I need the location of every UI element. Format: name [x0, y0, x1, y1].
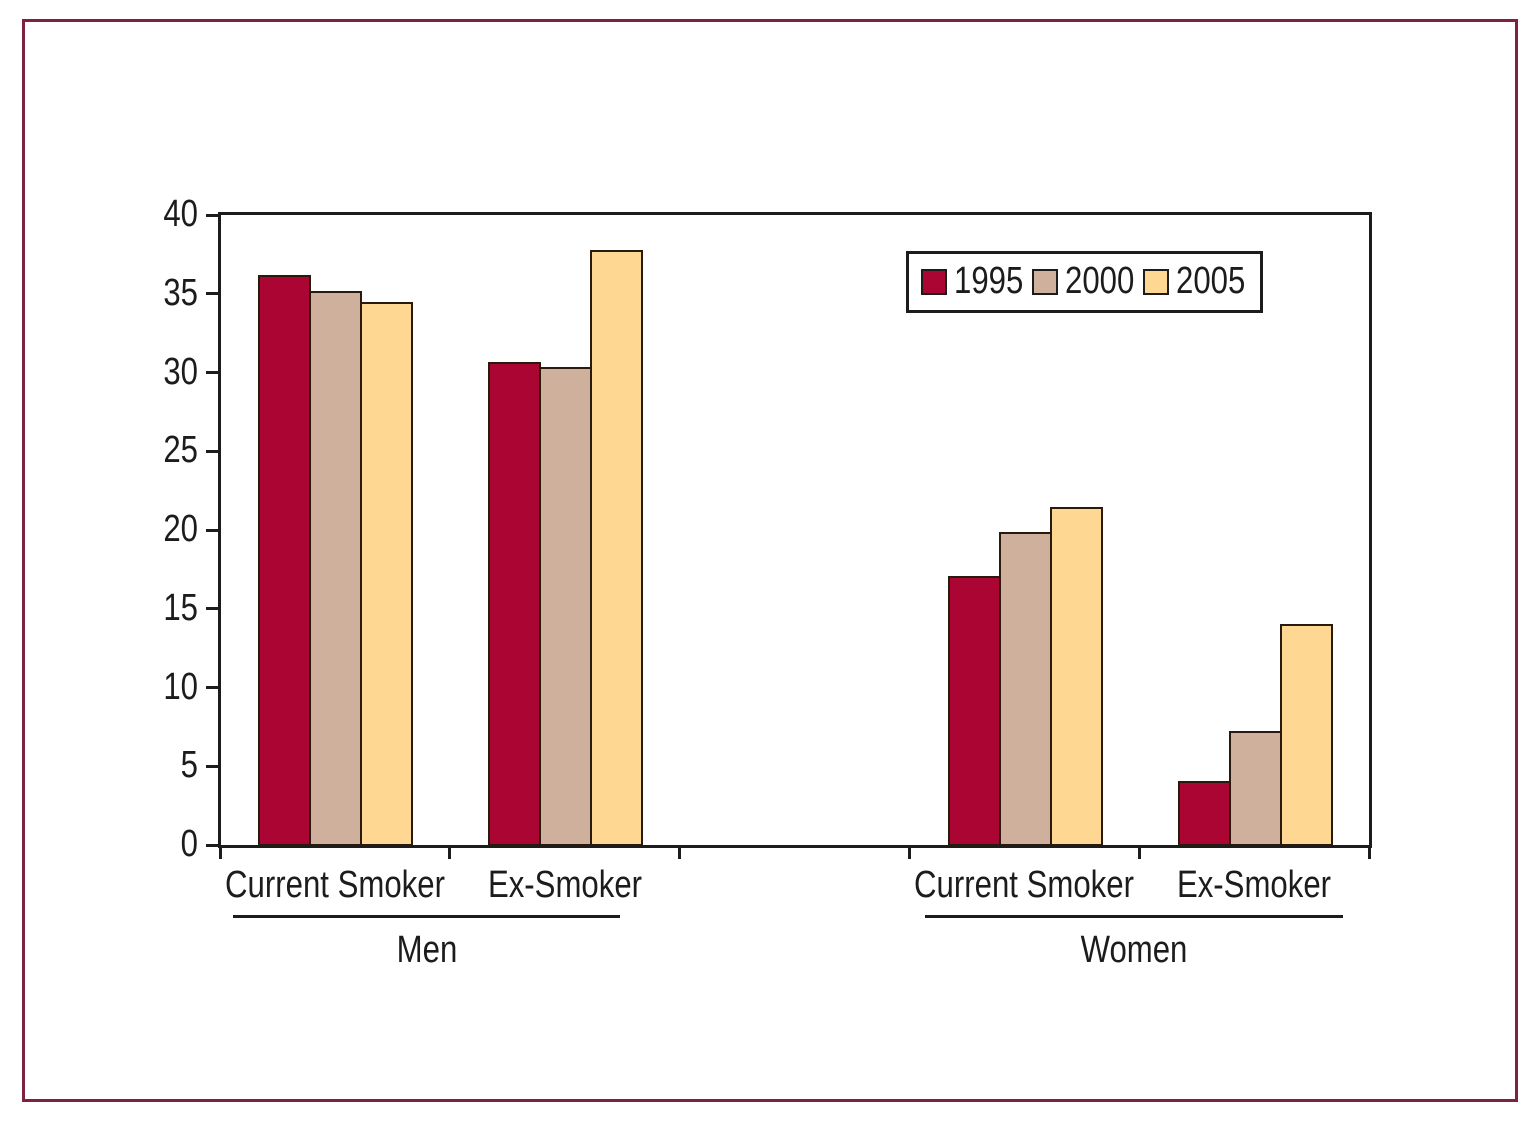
bar-2005-ex-smoker-group-men [590, 250, 644, 846]
legend-swatch-2000 [1032, 268, 1058, 295]
y-axis-tick-label: 0 [180, 823, 198, 865]
category-label: Ex-Smoker [1177, 864, 1332, 906]
section-underline [925, 915, 1343, 918]
y-axis-tick [206, 213, 220, 217]
y-axis-tick-label: 35 [163, 271, 198, 314]
y-axis-tick-label: 20 [163, 508, 198, 550]
x-axis-tick [1367, 846, 1371, 859]
y-axis-tick [206, 449, 220, 453]
category-label: Current Smoker [224, 864, 445, 906]
y-axis-tick [206, 764, 220, 768]
bar-1995-ex-smoker-group-men [488, 362, 542, 846]
legend: 1995 2000 2005 [906, 251, 1263, 313]
legend-item-2005: 2005 [1143, 260, 1248, 303]
y-axis-tick-label: 15 [163, 586, 198, 629]
x-axis-tick [678, 846, 682, 859]
category-label: Current Smoker [914, 864, 1135, 906]
bar-1995-ex-smoker-group-women [1177, 781, 1231, 846]
section-underline [233, 915, 620, 918]
bar-2000-ex-smoker-group-women [1228, 730, 1282, 846]
x-axis-tick [907, 846, 911, 859]
legend-swatch-2005 [1143, 268, 1169, 295]
section-label: Women [1080, 929, 1188, 971]
legend-swatch-1995 [921, 268, 947, 295]
category-label: Ex-Smoker [487, 864, 642, 906]
y-axis-tick-label: 40 [163, 193, 198, 235]
legend-item-1995: 1995 [921, 260, 1026, 303]
y-axis-tick-label: 5 [180, 744, 198, 787]
bar-1995-current-smoker-group-men [258, 275, 312, 846]
y-axis-tick-label: 25 [163, 429, 198, 472]
y-axis-tick [206, 607, 220, 611]
bar-2005-ex-smoker-group-women [1279, 623, 1333, 846]
y-axis-tick [206, 292, 220, 296]
section-label: Men [396, 929, 457, 971]
x-axis-tick [448, 846, 452, 859]
bar-2005-current-smoker-group-women [1049, 506, 1103, 846]
x-axis-tick [218, 846, 222, 859]
bar-2005-current-smoker-group-men [360, 302, 414, 846]
bar-2000-current-smoker-group-women [998, 532, 1052, 846]
legend-label: 2005 [1176, 260, 1246, 303]
y-axis-tick [206, 528, 220, 532]
legend-item-2000: 2000 [1032, 260, 1137, 303]
bar-2000-ex-smoker-group-men [539, 366, 593, 846]
bar-2000-current-smoker-group-men [309, 291, 363, 846]
y-axis-tick [206, 371, 220, 374]
x-axis-tick [1137, 846, 1141, 859]
y-axis-tick [206, 686, 220, 689]
legend-label: 2000 [1065, 260, 1135, 303]
y-axis-tick-label: 10 [163, 665, 198, 708]
bar-1995-current-smoker-group-women [947, 576, 1001, 846]
legend-label: 1995 [954, 260, 1024, 303]
y-axis-tick [206, 843, 220, 847]
y-axis-tick-label: 30 [163, 350, 198, 393]
